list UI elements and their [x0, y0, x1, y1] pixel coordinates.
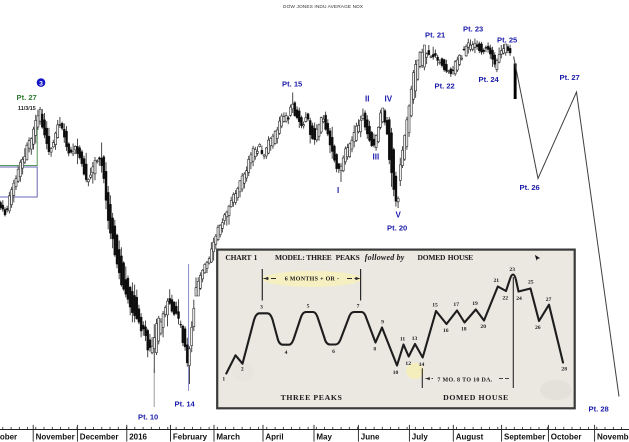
- svg-text:11: 11: [400, 337, 405, 343]
- svg-text:1: 1: [254, 253, 258, 262]
- svg-text:24: 24: [516, 296, 522, 302]
- svg-text:September: September: [504, 433, 545, 442]
- svg-text:V: V: [396, 211, 402, 220]
- svg-text:10: 10: [393, 370, 399, 376]
- svg-text:28: 28: [561, 367, 567, 373]
- svg-text:August: August: [456, 433, 484, 442]
- svg-text:2016: 2016: [129, 433, 147, 442]
- svg-text:Pt. 27: Pt. 27: [560, 73, 580, 82]
- svg-text:THREE: THREE: [306, 253, 331, 262]
- svg-text:February: February: [173, 433, 208, 442]
- svg-text:17: 17: [453, 302, 459, 308]
- svg-text:14: 14: [419, 362, 425, 368]
- svg-text:March: March: [216, 433, 240, 442]
- svg-text:July: July: [412, 433, 429, 442]
- svg-text:6: 6: [332, 349, 335, 355]
- svg-text:Pt. 27: Pt. 27: [17, 93, 37, 102]
- svg-text:21: 21: [494, 278, 500, 284]
- svg-text:3: 3: [260, 305, 263, 311]
- svg-text:DOMED: DOMED: [418, 253, 447, 262]
- svg-text:Pt. 10: Pt. 10: [138, 413, 158, 422]
- svg-text:27: 27: [546, 297, 552, 303]
- svg-text:III: III: [373, 153, 380, 162]
- svg-text:15: 15: [432, 303, 438, 309]
- svg-text:November: November: [36, 433, 75, 442]
- svg-text:23: 23: [509, 267, 515, 273]
- svg-text:May: May: [316, 433, 332, 442]
- svg-text:CHART: CHART: [225, 253, 251, 262]
- svg-text:6 MONTHS + OR -: 6 MONTHS + OR -: [285, 277, 340, 283]
- svg-text:7 MO. 8 TO 10 DA.: 7 MO. 8 TO 10 DA.: [437, 377, 492, 383]
- svg-text:20: 20: [480, 324, 486, 330]
- svg-text:9: 9: [381, 320, 384, 326]
- svg-text:19: 19: [472, 301, 478, 307]
- svg-text:22: 22: [502, 296, 508, 302]
- svg-text:April: April: [265, 433, 283, 442]
- svg-text:June: June: [361, 433, 380, 442]
- svg-text:DOW JONES INDU AVERAGE NDX: DOW JONES INDU AVERAGE NDX: [283, 4, 364, 10]
- svg-text:12: 12: [405, 361, 411, 367]
- svg-text:Pt. 20: Pt. 20: [387, 224, 407, 233]
- svg-text:Pt. 15: Pt. 15: [282, 80, 303, 89]
- svg-text:Pt. 22: Pt. 22: [435, 82, 455, 91]
- svg-text:PEAKS: PEAKS: [336, 253, 360, 262]
- svg-text:5: 5: [307, 304, 310, 310]
- svg-text:MODEL:: MODEL:: [275, 253, 305, 262]
- svg-text:25: 25: [528, 280, 534, 286]
- svg-text:Pt. 23: Pt. 23: [463, 25, 483, 34]
- svg-text:1: 1: [222, 377, 225, 383]
- svg-text:DOMED HOUSE: DOMED HOUSE: [443, 393, 509, 402]
- svg-text:18: 18: [461, 326, 467, 332]
- svg-text:IV: IV: [385, 95, 393, 104]
- svg-text:October: October: [551, 433, 582, 442]
- svg-text:THREE PEAKS: THREE PEAKS: [281, 393, 343, 402]
- svg-text:Pt. 24: Pt. 24: [479, 75, 500, 84]
- svg-text:November: November: [597, 433, 629, 442]
- svg-text:December: December: [80, 433, 119, 442]
- svg-text:2: 2: [241, 367, 244, 373]
- svg-text:II: II: [365, 95, 369, 104]
- svg-text:26: 26: [535, 325, 541, 331]
- svg-text:8: 8: [373, 347, 376, 353]
- svg-text:followed by: followed by: [365, 253, 405, 262]
- svg-text:Pt. 14: Pt. 14: [175, 400, 196, 409]
- svg-text:Pt. 28: Pt. 28: [589, 405, 609, 414]
- svg-text:October: October: [0, 433, 17, 442]
- svg-text:Pt. 26: Pt. 26: [520, 183, 540, 192]
- svg-text:11/3/15: 11/3/15: [18, 106, 36, 112]
- svg-text:13: 13: [412, 336, 418, 342]
- svg-text:4: 4: [285, 350, 288, 356]
- svg-text:Pt. 25: Pt. 25: [497, 36, 518, 45]
- svg-text:3: 3: [39, 80, 43, 87]
- svg-text:I: I: [337, 186, 339, 195]
- svg-text:HOUSE: HOUSE: [448, 253, 473, 262]
- svg-text:Pt. 21: Pt. 21: [425, 31, 446, 40]
- svg-text:7: 7: [357, 304, 360, 310]
- svg-text:16: 16: [443, 328, 449, 334]
